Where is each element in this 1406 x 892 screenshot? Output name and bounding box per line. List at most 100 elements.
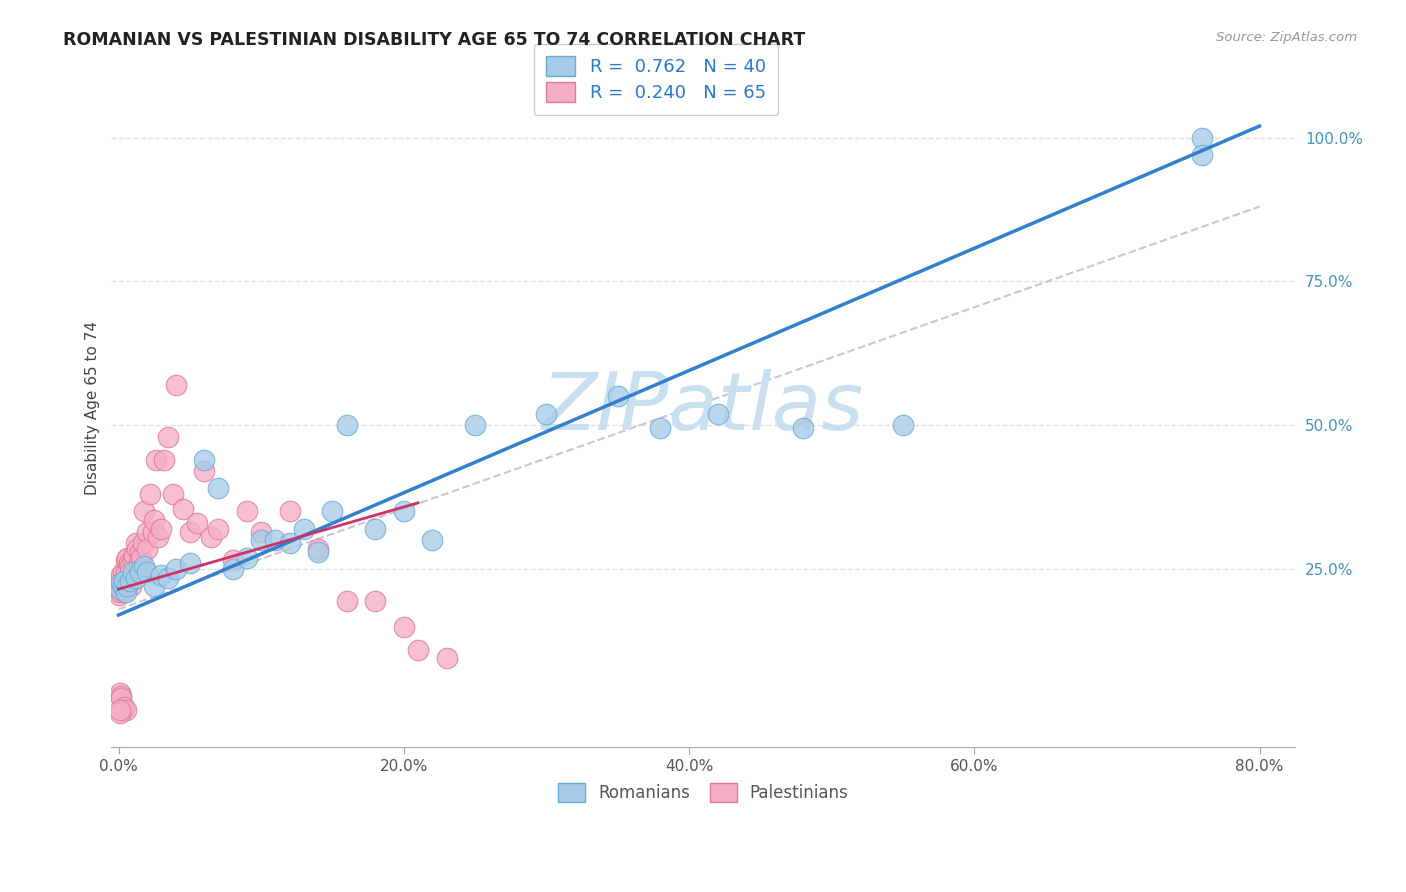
Romanians	[250, 533, 273, 548]
Palestinians	[143, 513, 166, 527]
Palestinians	[118, 565, 141, 579]
Romanians	[236, 550, 259, 565]
Palestinians	[364, 593, 387, 607]
Y-axis label: Disability Age 65 to 74: Disability Age 65 to 74	[86, 321, 100, 495]
Palestinians	[108, 706, 131, 720]
Palestinians	[134, 504, 156, 518]
Romanians	[706, 407, 728, 421]
Palestinians	[117, 556, 139, 570]
Romanians	[118, 574, 141, 588]
Palestinians	[162, 487, 184, 501]
Romanians	[606, 389, 628, 403]
Palestinians	[124, 536, 146, 550]
Romanians	[1191, 148, 1213, 162]
Romanians	[193, 452, 215, 467]
Romanians	[115, 579, 138, 593]
Romanians	[207, 482, 229, 496]
Palestinians	[111, 703, 134, 717]
Palestinians	[131, 550, 153, 565]
Palestinians	[132, 536, 155, 550]
Romanians	[136, 565, 159, 579]
Romanians	[264, 533, 287, 548]
Palestinians	[136, 524, 159, 539]
Romanians	[221, 562, 243, 576]
Romanians	[364, 522, 387, 536]
Romanians	[165, 562, 187, 576]
Romanians	[110, 576, 132, 591]
Palestinians	[118, 559, 141, 574]
Palestinians	[250, 524, 273, 539]
Palestinians	[150, 522, 173, 536]
Romanians	[536, 407, 558, 421]
Romanians	[108, 582, 131, 596]
Palestinians	[110, 689, 132, 703]
Romanians	[150, 567, 173, 582]
Text: ZIPatlas: ZIPatlas	[543, 369, 865, 447]
Romanians	[124, 571, 146, 585]
Palestinians	[120, 579, 142, 593]
Palestinians	[136, 541, 159, 556]
Palestinians	[117, 574, 139, 588]
Palestinians	[112, 585, 135, 599]
Romanians	[129, 565, 152, 579]
Romanians	[891, 418, 914, 433]
Romanians	[792, 421, 814, 435]
Palestinians	[406, 642, 429, 657]
Palestinians	[108, 588, 131, 602]
Palestinians	[111, 579, 134, 593]
Palestinians	[200, 530, 222, 544]
Palestinians	[108, 585, 131, 599]
Palestinians	[179, 524, 201, 539]
Romanians	[307, 545, 329, 559]
Romanians	[143, 579, 166, 593]
Romanians	[114, 585, 136, 599]
Palestinians	[108, 579, 131, 593]
Romanians	[464, 418, 486, 433]
Palestinians	[129, 545, 152, 559]
Palestinians	[307, 541, 329, 556]
Legend: Romanians, Palestinians: Romanians, Palestinians	[547, 772, 860, 814]
Palestinians	[121, 553, 143, 567]
Palestinians	[165, 378, 187, 392]
Palestinians	[112, 700, 135, 714]
Romanians	[392, 504, 415, 518]
Palestinians	[193, 464, 215, 478]
Palestinians	[121, 571, 143, 585]
Romanians	[650, 421, 672, 435]
Text: Source: ZipAtlas.com: Source: ZipAtlas.com	[1216, 31, 1357, 45]
Romanians	[292, 522, 315, 536]
Palestinians	[125, 541, 148, 556]
Romanians	[179, 556, 201, 570]
Romanians	[157, 571, 180, 585]
Romanians	[134, 559, 156, 574]
Palestinians	[139, 487, 162, 501]
Palestinians	[111, 565, 134, 579]
Palestinians	[110, 582, 132, 596]
Palestinians	[336, 593, 359, 607]
Palestinians	[114, 565, 136, 579]
Palestinians	[128, 556, 150, 570]
Romanians	[321, 504, 343, 518]
Palestinians	[114, 553, 136, 567]
Palestinians	[122, 548, 145, 562]
Palestinians	[142, 524, 165, 539]
Palestinians	[111, 703, 134, 717]
Romanians	[278, 536, 301, 550]
Palestinians	[436, 651, 458, 665]
Text: ROMANIAN VS PALESTINIAN DISABILITY AGE 65 TO 74 CORRELATION CHART: ROMANIAN VS PALESTINIAN DISABILITY AGE 6…	[63, 31, 806, 49]
Romanians	[112, 574, 135, 588]
Palestinians	[114, 703, 136, 717]
Palestinians	[221, 553, 243, 567]
Palestinians	[110, 691, 132, 706]
Palestinians	[207, 522, 229, 536]
Palestinians	[392, 619, 415, 633]
Romanians	[420, 533, 443, 548]
Palestinians	[186, 516, 208, 530]
Romanians	[121, 565, 143, 579]
Romanians	[336, 418, 359, 433]
Palestinians	[157, 430, 180, 444]
Palestinians	[153, 452, 176, 467]
Palestinians	[172, 501, 194, 516]
Palestinians	[108, 686, 131, 700]
Palestinians	[108, 703, 131, 717]
